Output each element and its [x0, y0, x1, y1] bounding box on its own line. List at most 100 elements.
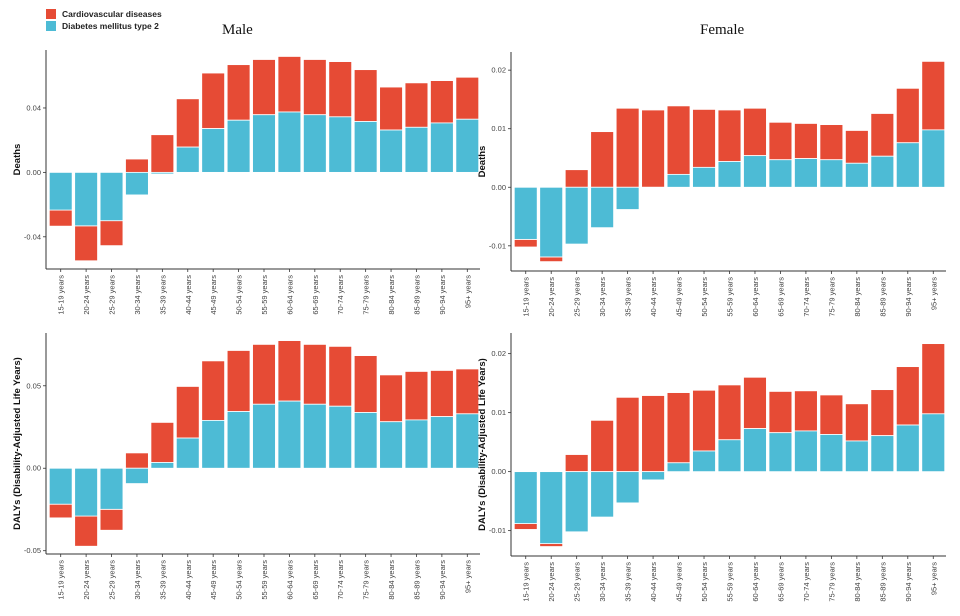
x-tick-label: 40-44 years [649, 277, 658, 317]
x-tick-label: 60-64 years [751, 562, 760, 602]
bar-cardiovascular [99, 220, 124, 247]
legend-label-diabetes: Diabetes mellitus type 2 [62, 21, 159, 31]
bar-cardiovascular [404, 82, 429, 128]
bar-diabetes [615, 471, 640, 504]
bar-cardiovascular [277, 56, 302, 113]
x-tick-label: 85-89 years [878, 277, 887, 317]
x-tick-label: 65-69 years [311, 560, 320, 600]
x-tick-label: 95+ years [929, 562, 938, 595]
bar-diabetes [895, 142, 920, 188]
y-tick-label: -0.01 [489, 241, 506, 250]
bar-cardiovascular [455, 368, 480, 415]
bar-cardiovascular [175, 386, 200, 439]
bar-cardiovascular [641, 109, 665, 188]
bar-cardiovascular [252, 343, 276, 405]
x-tick-label: 70-74 years [336, 560, 345, 600]
bar-cardiovascular [921, 60, 946, 131]
bar-diabetes [328, 405, 353, 469]
bar-cardiovascular [717, 384, 742, 441]
y-tick-label: 0.05 [26, 381, 41, 390]
x-tick-label: 35-39 years [624, 562, 633, 602]
x-tick-label: 30-34 years [133, 560, 142, 600]
bar-diabetes [743, 428, 767, 473]
x-tick-label: 50-54 years [700, 277, 709, 317]
bar-cardiovascular [539, 543, 564, 547]
bar-cardiovascular [513, 523, 538, 530]
x-tick-label: 65-69 years [311, 275, 320, 315]
bar-diabetes [455, 413, 480, 469]
bar-diabetes [125, 467, 149, 484]
x-tick-label: 25-29 years [573, 562, 582, 602]
bar-cardiovascular [125, 158, 149, 173]
x-tick-label: 25-29 years [108, 560, 117, 600]
x-tick-label: 85-89 years [412, 275, 421, 315]
x-tick-label: 45-49 years [209, 560, 218, 600]
bar-diabetes [74, 467, 98, 517]
x-tick-label: 75-79 years [827, 562, 836, 602]
bar-cardiovascular [692, 108, 716, 168]
bar-diabetes [870, 435, 895, 473]
bar-diabetes [201, 128, 226, 173]
bar-diabetes [455, 118, 480, 173]
bar-cardiovascular [150, 134, 175, 173]
bar-cardiovascular [353, 69, 378, 122]
x-tick-label: 80-84 years [387, 560, 396, 600]
x-tick-label: 30-34 years [598, 277, 607, 317]
legend: Cardiovascular diseases Diabetes mellitu… [46, 8, 162, 32]
bar-diabetes [48, 171, 73, 211]
bar-cardiovascular [692, 389, 716, 452]
bar-diabetes [175, 437, 200, 469]
x-tick-label: 75-79 years [827, 277, 836, 317]
legend-item-cardiovascular: Cardiovascular diseases [46, 8, 162, 20]
bar-diabetes [717, 161, 742, 188]
x-tick-label: 35-39 years [624, 277, 633, 317]
bar-cardiovascular [870, 113, 895, 157]
bar-cardiovascular [277, 340, 302, 402]
y-tick-label: 0.00 [26, 168, 41, 177]
bar-cardiovascular [564, 454, 589, 473]
bar-diabetes [252, 114, 276, 173]
x-tick-label: 35-39 years [158, 560, 167, 600]
y-tick-label: 0.00 [26, 464, 41, 473]
y-tick-label: 0.00 [491, 467, 506, 476]
bar-cardiovascular [430, 80, 454, 124]
bar-diabetes [844, 440, 869, 473]
bar-cardiovascular [302, 59, 327, 116]
x-tick-label: 20-24 years [82, 560, 91, 600]
bar-diabetes [794, 430, 818, 473]
bar-diabetes [513, 186, 538, 240]
x-tick-label: 45-49 years [675, 277, 684, 317]
bar-diabetes [48, 467, 73, 505]
x-tick-label: 95+ years [463, 560, 472, 593]
bar-cardiovascular [844, 403, 869, 442]
x-tick-label: 25-29 years [573, 277, 582, 317]
y-axis-label: DALYs (Disability-Adjusted Life Years) [477, 358, 488, 531]
x-tick-label: 45-49 years [209, 275, 218, 315]
bar-diabetes [150, 462, 175, 469]
y-tick-label: -0.05 [24, 546, 41, 555]
x-tick-label: 70-74 years [336, 275, 345, 315]
bar-diabetes [226, 119, 251, 173]
bar-diabetes [666, 173, 691, 188]
bar-diabetes [692, 450, 716, 473]
panel-title-male: Male [222, 22, 253, 38]
bar-diabetes [302, 403, 327, 469]
bar-cardiovascular [590, 419, 615, 473]
bar-cardiovascular [226, 64, 251, 121]
bar-diabetes [379, 421, 403, 469]
x-tick-label: 35-39 years [158, 275, 167, 315]
bar-cardiovascular [125, 452, 149, 469]
y-tick-label: 0.02 [491, 66, 506, 75]
bar-cardiovascular [564, 169, 589, 188]
bar-cardiovascular [201, 72, 226, 129]
panel-male-dalys: 15-19 years 20-24 years 25-29 years 30-34 y… [12, 333, 480, 600]
bar-diabetes [819, 434, 844, 473]
panel-female-dalys: 15-19 years 20-24 years 25-29 years 30-34 y… [477, 333, 946, 602]
bar-diabetes [226, 411, 251, 469]
bar-cardiovascular [404, 371, 429, 421]
bar-cardiovascular [302, 343, 327, 405]
legend-swatch-cardiovascular [46, 9, 56, 19]
bar-diabetes [743, 155, 767, 188]
bar-cardiovascular [921, 343, 946, 415]
